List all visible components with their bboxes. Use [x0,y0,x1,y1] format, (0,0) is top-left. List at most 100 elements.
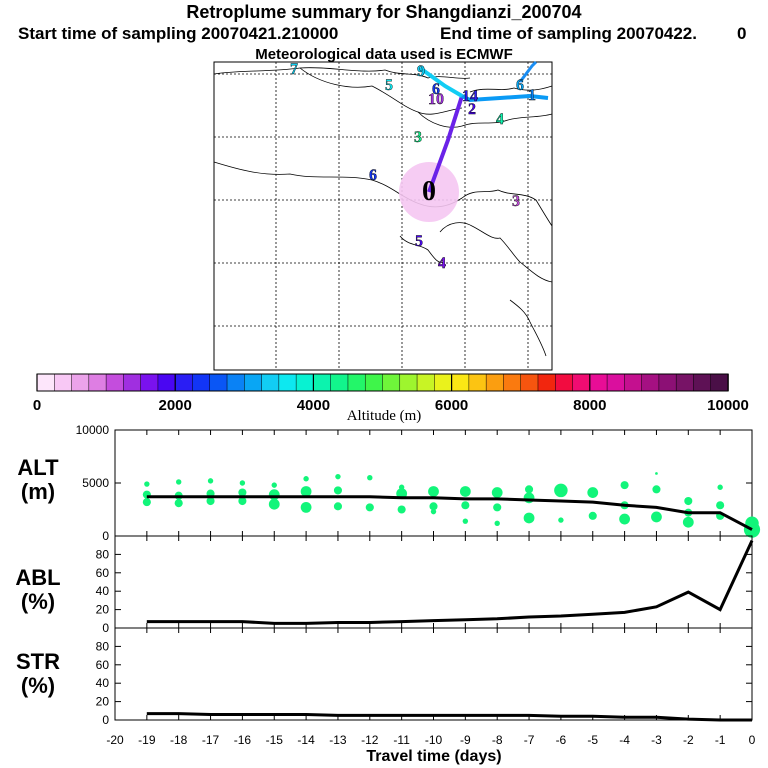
colorbar-swatch [347,373,366,392]
scatter-point [367,475,373,481]
scatter-point [655,472,658,475]
str-panel-label: STR (%) [12,650,64,698]
scatter-point [587,487,599,498]
scatter-point [743,521,761,538]
abl-label-line1: ABL [15,565,61,590]
abl-panel-frame [114,535,753,629]
colorbar-tick-label: 10000 [707,397,749,414]
colorbar-swatch [209,373,228,392]
colorbar-swatch [123,373,142,392]
coastline [509,299,547,357]
y-tick-label: 80 [96,547,110,561]
colorbar-swatch [658,373,677,392]
x-tick-label: -14 [297,733,315,747]
map-day-label: 10 [428,91,444,108]
end-time-label: End time of sampling 20070422. [440,24,697,43]
scatter-point [238,488,247,497]
scatter-point [682,516,694,528]
x-tick-label: -13 [329,733,347,747]
y-tick-label: 40 [96,676,110,690]
scatter-point [493,503,502,512]
x-tick-label: -9 [460,733,471,747]
scatter-point [588,511,597,520]
y-tick-label: 60 [96,658,110,672]
x-tick-label: -12 [361,733,379,747]
map-day-label: 6 [516,77,524,94]
alt-panel-label: ALT (m) [12,456,64,504]
x-tick-label: -3 [651,733,662,747]
colorbar-swatch [140,373,159,392]
x-tick-label: -16 [234,733,252,747]
alt-panel: 10000 5000 0 [76,423,761,543]
map-day-label: 3 [512,193,520,210]
colorbar-swatch [174,373,194,392]
colorbar-swatch [555,373,574,392]
scatter-point [554,483,568,498]
coastline [399,235,445,263]
colorbar-swatch [261,373,280,392]
colorbar-swatch [295,373,315,392]
altitude-colorbar: 0 2000 4000 6000 8000 10000 [33,373,749,414]
scatter-point [144,481,150,487]
scatter-point [428,486,439,497]
colorbar-swatch [364,373,384,392]
map-day-label: 3 [414,129,422,146]
scatter-point [239,480,246,486]
map-day-label: 2 [468,101,476,118]
colorbar-tick-label: 8000 [573,397,606,414]
scatter-point [429,502,438,511]
end-time-tail: 0 [737,24,747,43]
colorbar-swatch [88,373,107,392]
scatter-point [619,513,630,525]
scatter-point [300,501,312,513]
colorbar-tick-label: 0 [33,397,41,414]
str-label-line2: (%) [20,673,56,698]
colorbar-swatch [468,373,487,392]
alt-label-line2: (m) [20,479,56,504]
scatter-point [462,518,469,524]
scatter-point [268,498,280,510]
colorbar-swatch [105,373,125,392]
trajectory-line-purple [427,95,464,193]
colorbar-swatch [589,373,608,392]
map-day-label: 6 [369,167,377,184]
map-day-label: 5 [385,77,393,94]
abl-label-line2: (%) [20,589,56,614]
scatter-point [525,485,534,494]
y-tick-label: 80 [96,639,110,653]
x-tick-label: -4 [619,733,630,747]
colorbar-swatch [451,373,470,392]
scatter-point [461,501,470,510]
scatter-point [397,505,406,514]
x-tick-label: -20 [106,733,124,747]
x-tick-label: -2 [683,733,694,747]
x-tick-label: 0 [749,733,756,747]
x-tick-label: -10 [425,733,443,747]
y-tick-label: 5000 [82,476,109,490]
scatter-point [333,486,343,495]
colorbar-tick-label: 4000 [297,397,330,414]
colorbar-swatch [226,373,246,392]
coastline [461,189,553,227]
map-day-label: 7 [290,61,298,78]
colorbar-swatch [71,373,90,392]
coastline [417,111,553,128]
coastline [299,67,463,115]
colorbar-tick-label: 2000 [159,397,192,414]
abl-panel: 80 60 40 20 0 [96,535,754,635]
abl-series-line [146,539,754,625]
x-tick-label: -15 [266,733,284,747]
scatter-point [620,481,629,490]
map-frame [213,61,553,371]
str-series-line [146,712,752,722]
chart-title: Retroplume summary for Shangdianzi_20070… [186,2,582,22]
scatter-point [459,486,471,497]
map-day-label: 5 [415,233,423,250]
colorbar-swatch [399,373,418,392]
scatter-point [430,508,437,515]
coastline [439,222,553,283]
scatter-point [300,486,312,497]
scatter-point [238,496,247,506]
scatter-point [651,511,662,523]
